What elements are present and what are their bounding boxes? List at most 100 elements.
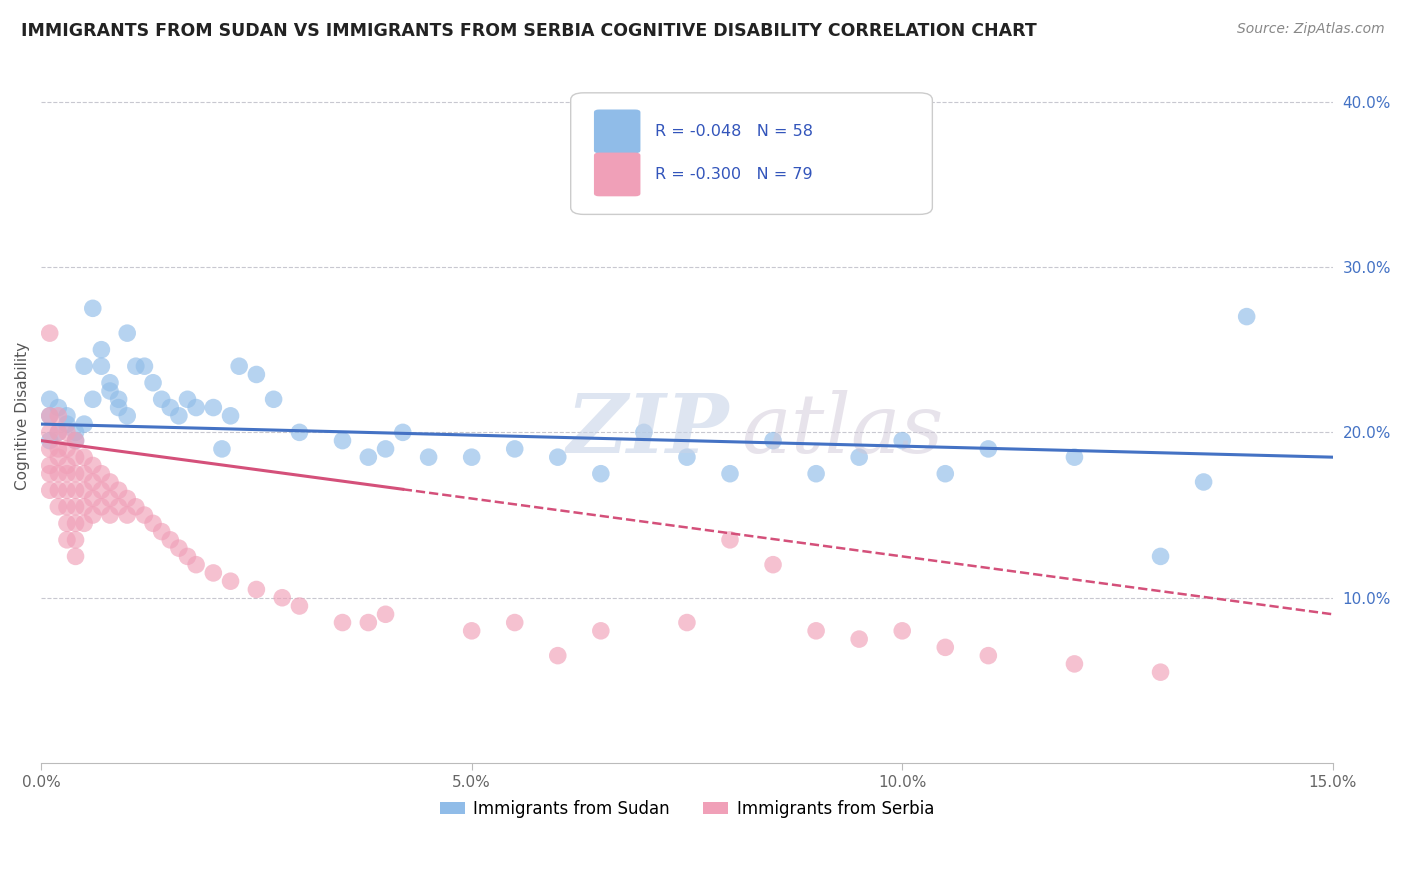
Point bbox=[98, 491, 121, 506]
Point bbox=[374, 607, 396, 622]
Legend: Immigrants from Sudan, Immigrants from Serbia: Immigrants from Sudan, Immigrants from S… bbox=[433, 793, 941, 824]
Point bbox=[98, 384, 121, 398]
Point bbox=[73, 483, 96, 498]
Point bbox=[934, 640, 956, 655]
Text: ZIP: ZIP bbox=[567, 390, 730, 470]
Point bbox=[65, 434, 87, 448]
Point bbox=[219, 409, 242, 423]
Point bbox=[134, 508, 156, 522]
Point bbox=[1063, 450, 1085, 465]
Point bbox=[848, 450, 870, 465]
Point bbox=[202, 566, 225, 580]
Point bbox=[547, 450, 569, 465]
Point bbox=[142, 376, 165, 390]
Point bbox=[38, 442, 60, 456]
Text: atlas: atlas bbox=[741, 390, 943, 470]
Point bbox=[1192, 475, 1215, 489]
Point bbox=[107, 392, 129, 407]
Point bbox=[65, 467, 87, 481]
Point bbox=[391, 425, 413, 440]
Point bbox=[589, 624, 612, 638]
Point bbox=[115, 491, 138, 506]
Point bbox=[73, 467, 96, 481]
Point bbox=[56, 533, 79, 547]
Point bbox=[56, 467, 79, 481]
Point bbox=[184, 558, 207, 572]
Point bbox=[167, 409, 190, 423]
Point bbox=[82, 508, 104, 522]
Point bbox=[211, 442, 233, 456]
Point bbox=[65, 500, 87, 514]
Point bbox=[271, 591, 294, 605]
Point bbox=[891, 624, 914, 638]
Point bbox=[176, 392, 198, 407]
Point bbox=[73, 359, 96, 374]
Point bbox=[150, 392, 173, 407]
Point bbox=[38, 409, 60, 423]
Text: Source: ZipAtlas.com: Source: ZipAtlas.com bbox=[1237, 22, 1385, 37]
Point bbox=[38, 409, 60, 423]
Point bbox=[46, 483, 69, 498]
Point bbox=[46, 467, 69, 481]
Point bbox=[46, 409, 69, 423]
Point bbox=[46, 401, 69, 415]
Text: IMMIGRANTS FROM SUDAN VS IMMIGRANTS FROM SERBIA COGNITIVE DISABILITY CORRELATION: IMMIGRANTS FROM SUDAN VS IMMIGRANTS FROM… bbox=[21, 22, 1036, 40]
Point bbox=[547, 648, 569, 663]
Point bbox=[589, 467, 612, 481]
Point bbox=[718, 533, 741, 547]
Point bbox=[115, 326, 138, 340]
Point bbox=[150, 524, 173, 539]
Point bbox=[82, 491, 104, 506]
Point bbox=[65, 434, 87, 448]
Point bbox=[1149, 665, 1171, 680]
Point bbox=[115, 508, 138, 522]
Point bbox=[977, 442, 1000, 456]
Point bbox=[46, 450, 69, 465]
Point bbox=[38, 434, 60, 448]
Point bbox=[1063, 657, 1085, 671]
Point bbox=[90, 483, 112, 498]
FancyBboxPatch shape bbox=[571, 93, 932, 214]
Point bbox=[98, 475, 121, 489]
Point bbox=[762, 434, 785, 448]
Point bbox=[159, 401, 181, 415]
Point bbox=[38, 483, 60, 498]
Point bbox=[65, 549, 87, 564]
Point bbox=[107, 401, 129, 415]
Point bbox=[1149, 549, 1171, 564]
Point bbox=[65, 516, 87, 531]
Point bbox=[460, 450, 482, 465]
Point bbox=[676, 450, 699, 465]
Point bbox=[891, 434, 914, 448]
Point bbox=[98, 508, 121, 522]
Point bbox=[90, 359, 112, 374]
Point bbox=[56, 458, 79, 473]
Point bbox=[56, 409, 79, 423]
Point bbox=[134, 359, 156, 374]
Text: R = -0.300   N = 79: R = -0.300 N = 79 bbox=[655, 167, 813, 182]
Point bbox=[125, 359, 148, 374]
Point bbox=[73, 417, 96, 431]
Point bbox=[82, 475, 104, 489]
Point bbox=[56, 425, 79, 440]
Point bbox=[762, 558, 785, 572]
Point bbox=[176, 549, 198, 564]
FancyBboxPatch shape bbox=[593, 153, 641, 196]
Point bbox=[228, 359, 250, 374]
Point bbox=[82, 301, 104, 316]
Point bbox=[90, 467, 112, 481]
Point bbox=[38, 425, 60, 440]
Point bbox=[245, 582, 267, 597]
Point bbox=[56, 417, 79, 431]
Point bbox=[65, 425, 87, 440]
Point bbox=[38, 458, 60, 473]
Point bbox=[977, 648, 1000, 663]
Text: R = -0.048   N = 58: R = -0.048 N = 58 bbox=[655, 123, 813, 138]
Point bbox=[56, 500, 79, 514]
Point bbox=[38, 467, 60, 481]
Point bbox=[288, 425, 311, 440]
Point bbox=[288, 599, 311, 613]
Point bbox=[107, 483, 129, 498]
Point bbox=[65, 533, 87, 547]
Point bbox=[107, 500, 129, 514]
